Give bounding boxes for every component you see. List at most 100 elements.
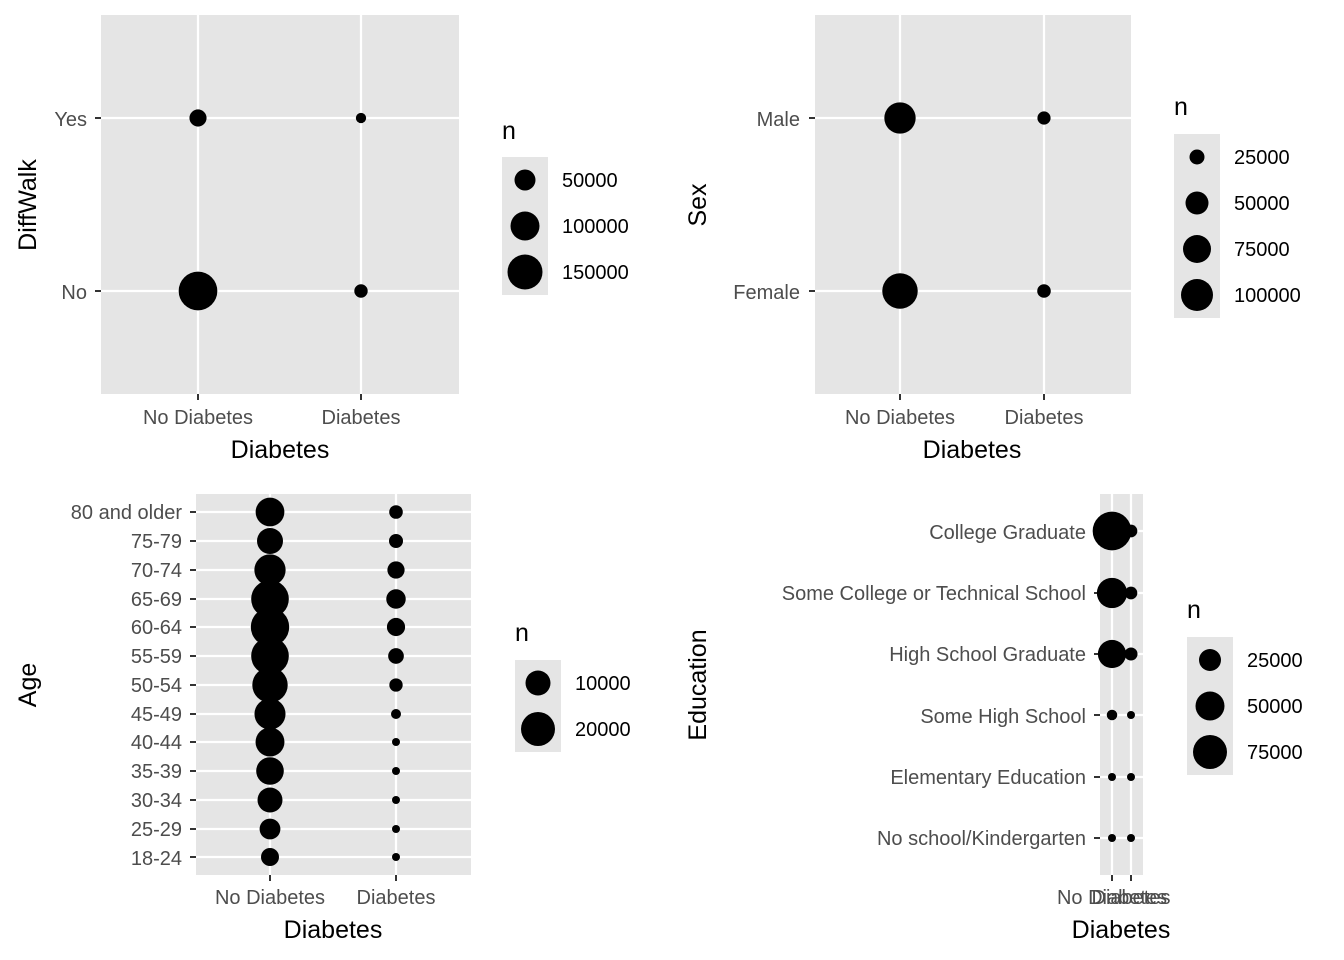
x-tick-label: Diabetes xyxy=(1092,887,1171,909)
y-tick-label: 75-79 xyxy=(131,531,182,553)
y-axis-title: Sex xyxy=(684,183,712,227)
data-point xyxy=(355,112,367,124)
data-point xyxy=(392,738,400,746)
y-tick-label: College Graduate xyxy=(929,522,1086,544)
data-point xyxy=(257,787,283,813)
y-tick-label: Some College or Technical School xyxy=(782,583,1086,605)
data-point xyxy=(392,853,400,861)
data-point xyxy=(254,698,286,730)
x-axis-title: Diabetes xyxy=(231,436,330,464)
legend-label: 10000 xyxy=(575,673,631,695)
legend-key xyxy=(525,670,551,696)
y-tick-label: No school/Kindergarten xyxy=(877,828,1086,850)
data-point xyxy=(1127,773,1135,781)
data-point xyxy=(386,617,406,637)
y-axis-title: Education xyxy=(684,629,712,740)
legend-key xyxy=(1195,691,1225,721)
data-point xyxy=(354,284,368,298)
legend-title: n xyxy=(1187,596,1201,624)
data-point xyxy=(251,637,289,675)
data-point xyxy=(392,767,400,775)
plot-marks xyxy=(190,494,471,881)
legend-label: 25000 xyxy=(1247,650,1303,672)
legend-key xyxy=(514,169,536,191)
y-tick-label: 80 and older xyxy=(71,502,183,524)
y-tick-label: No xyxy=(61,282,87,304)
x-axis-title: Diabetes xyxy=(923,436,1022,464)
data-point xyxy=(386,589,406,609)
legend-label: 100000 xyxy=(1234,285,1301,307)
data-point xyxy=(390,708,402,720)
data-point xyxy=(178,271,218,311)
legend-key xyxy=(507,254,543,290)
x-tick-label: Diabetes xyxy=(322,407,401,429)
plot-marks xyxy=(95,15,459,400)
y-tick-label: 55-59 xyxy=(131,646,182,668)
legend-label: 75000 xyxy=(1234,239,1290,261)
y-tick-label: 65-69 xyxy=(131,589,182,611)
data-point xyxy=(189,109,207,127)
data-point xyxy=(392,796,400,804)
legend-key xyxy=(1189,149,1205,165)
data-point xyxy=(388,533,404,549)
y-tick-label: 35-39 xyxy=(131,761,182,783)
y-tick-label: Some High School xyxy=(920,706,1086,728)
legend-label: 25000 xyxy=(1234,147,1290,169)
data-point xyxy=(1127,711,1135,719)
y-tick-label: 70-74 xyxy=(131,560,182,582)
x-tick-label: Diabetes xyxy=(1005,407,1084,429)
legend-label: 50000 xyxy=(1234,193,1290,215)
y-tick-label: 50-54 xyxy=(131,675,182,697)
y-tick-label: Elementary Education xyxy=(890,767,1086,789)
x-axis-title: Diabetes xyxy=(1072,916,1171,944)
legend-label: 100000 xyxy=(562,216,629,238)
legend-title: n xyxy=(1174,93,1188,121)
legend-title: n xyxy=(502,117,516,145)
legend-key xyxy=(1181,279,1213,311)
data-point xyxy=(884,102,916,134)
x-axis-title: Diabetes xyxy=(284,916,383,944)
y-tick-label: High School Graduate xyxy=(889,644,1086,666)
plot-panel xyxy=(815,15,1131,394)
legend-label: 150000 xyxy=(562,262,629,284)
data-point xyxy=(257,528,283,554)
data-point xyxy=(259,818,281,840)
data-point xyxy=(1124,586,1138,600)
data-point xyxy=(389,678,403,692)
data-point xyxy=(254,554,286,586)
y-axis-title: DiffWalk xyxy=(14,159,42,251)
chart-education: No Diabetes Diabetes No school/Kindergar… xyxy=(684,494,1303,944)
data-point xyxy=(1124,647,1138,661)
legend-title: n xyxy=(515,619,529,647)
data-point xyxy=(250,607,290,647)
y-tick-label: Yes xyxy=(54,109,87,131)
legend-label: 20000 xyxy=(575,719,631,741)
x-tick-label: No Diabetes xyxy=(215,887,325,909)
y-axis-title: Age xyxy=(14,663,42,707)
data-point xyxy=(252,667,288,703)
data-point xyxy=(387,561,405,579)
data-point xyxy=(1108,773,1116,781)
data-point xyxy=(882,273,918,309)
chart-diffwalk: No Diabetes Diabetes No Yes Diabetes Dif… xyxy=(14,15,629,464)
data-point xyxy=(1124,524,1138,538)
legend-key xyxy=(1185,191,1209,215)
data-point xyxy=(256,757,284,785)
data-point xyxy=(261,848,279,866)
chart-age: No Diabetes Diabetes 18-24 25-29 30-34 3… xyxy=(14,494,631,944)
y-tick-label: 40-44 xyxy=(131,732,182,754)
y-tick-label: Male xyxy=(757,109,800,131)
data-point xyxy=(1108,834,1116,842)
data-point xyxy=(388,648,404,664)
legend-key xyxy=(1183,235,1211,263)
data-point xyxy=(251,580,289,618)
plot-panel xyxy=(101,15,459,394)
plot-marks xyxy=(809,15,1131,400)
y-tick-label: 30-34 xyxy=(131,790,182,812)
data-point xyxy=(1097,639,1127,669)
legend-label: 50000 xyxy=(1247,696,1303,718)
legend-key xyxy=(521,712,555,746)
legend-label: 75000 xyxy=(1247,742,1303,764)
data-point xyxy=(1092,511,1132,551)
